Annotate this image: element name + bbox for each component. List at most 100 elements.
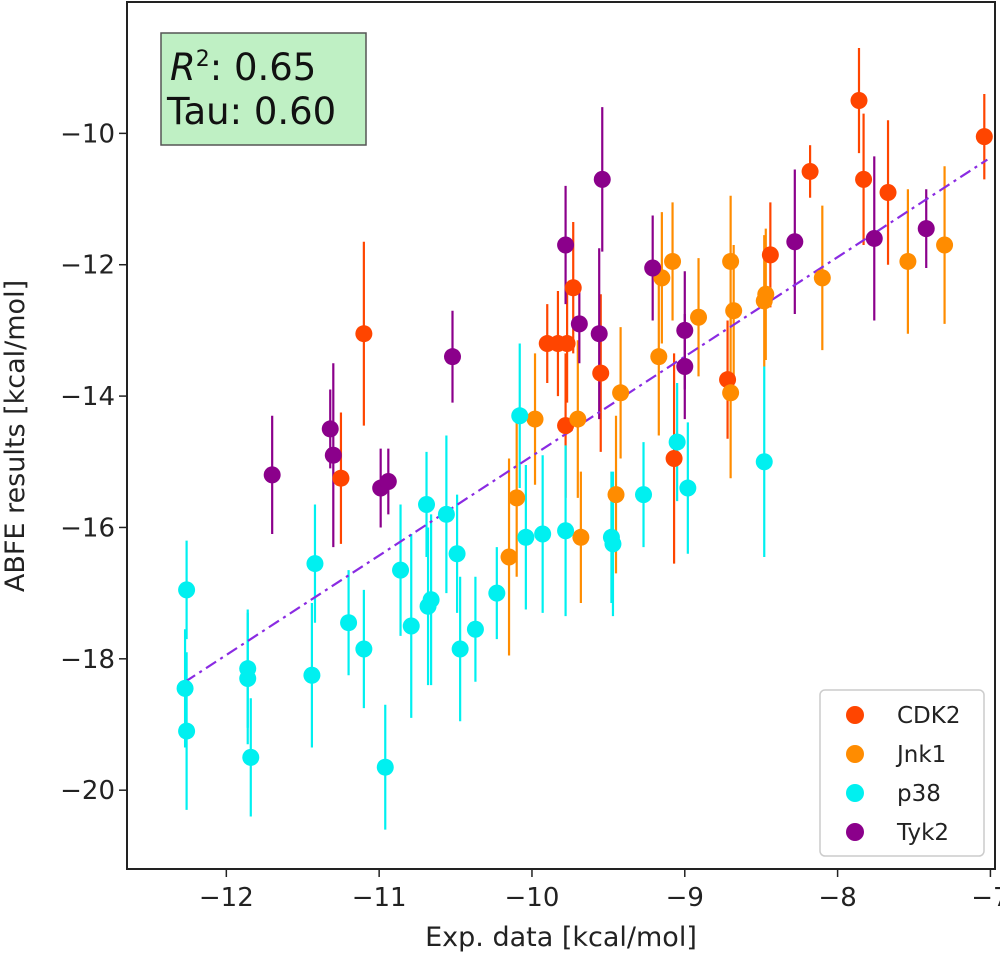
y-axis-label: ABFE results [kcal/mol] bbox=[0, 280, 31, 592]
tyk2-point bbox=[263, 466, 281, 484]
tyk2-point bbox=[557, 236, 575, 254]
cdk2-point bbox=[558, 335, 576, 353]
jnk1-point bbox=[690, 308, 708, 326]
p38-point bbox=[511, 407, 529, 425]
p38-point bbox=[466, 620, 484, 638]
p38-point bbox=[340, 614, 358, 632]
p38-point bbox=[392, 561, 410, 579]
x-tick-label: −7 bbox=[971, 883, 1000, 913]
jnk1-point bbox=[755, 292, 773, 310]
jnk1-point bbox=[725, 302, 743, 320]
r2-symbol: R bbox=[170, 46, 196, 89]
tyk2-point bbox=[590, 325, 608, 343]
fit-line-layer bbox=[184, 158, 988, 683]
legend-label-jnk1: Jnk1 bbox=[895, 742, 946, 768]
legend-label-cdk2: CDK2 bbox=[897, 703, 961, 729]
p38-point bbox=[242, 748, 260, 766]
stats-box-background bbox=[160, 32, 367, 146]
legend-label-p38: p38 bbox=[897, 781, 941, 807]
jnk1-point bbox=[607, 486, 625, 504]
cdk2-point bbox=[975, 128, 993, 146]
r2-annotation: R2: 0.65 bbox=[170, 46, 316, 89]
jnk1-point bbox=[569, 410, 587, 428]
p38-point bbox=[178, 722, 196, 740]
tyk2-point bbox=[444, 348, 461, 366]
cdk2-point bbox=[879, 183, 897, 201]
cdk2-point bbox=[850, 92, 868, 110]
tyk2-point bbox=[786, 233, 804, 251]
tyk2-point bbox=[570, 315, 588, 333]
p38-point bbox=[604, 535, 622, 553]
p38-point bbox=[402, 617, 420, 635]
tyk2-point bbox=[676, 321, 694, 339]
x-tick-label: −10 bbox=[505, 883, 560, 913]
cdk2-point bbox=[665, 449, 683, 467]
markers-layer bbox=[176, 92, 993, 776]
y-tick-label: −20 bbox=[60, 776, 115, 806]
p38-point bbox=[176, 679, 194, 697]
jnk1-point bbox=[612, 384, 630, 402]
x-tick-label: −11 bbox=[352, 883, 407, 913]
p38-point bbox=[488, 584, 506, 602]
plot-frame bbox=[126, 1, 996, 870]
p38-point bbox=[755, 453, 773, 471]
legend: CDK2 Jnk1 p38 Tyk2 bbox=[819, 689, 985, 857]
legend-marker-jnk1 bbox=[846, 745, 864, 763]
jnk1-point bbox=[650, 348, 668, 366]
cdk2-point bbox=[761, 246, 779, 264]
x-tick-label: −9 bbox=[666, 883, 704, 913]
tyk2-point bbox=[321, 420, 339, 438]
jnk1-point bbox=[936, 236, 954, 254]
p38-point bbox=[376, 758, 394, 776]
p38-point bbox=[534, 525, 552, 543]
tyk2-point bbox=[593, 170, 611, 188]
p38-point bbox=[419, 597, 437, 615]
jnk1-point bbox=[722, 252, 740, 270]
y-tick-label: −16 bbox=[60, 513, 115, 543]
p38-point bbox=[448, 545, 466, 563]
p38-point bbox=[437, 505, 455, 523]
cdk2-point bbox=[592, 364, 610, 382]
jnk1-point bbox=[500, 548, 518, 566]
cdk2-point bbox=[564, 279, 582, 297]
cdk2-point bbox=[332, 469, 350, 487]
y-axis-ticks: −10 −12 −14 −16 −18 −20 bbox=[60, 119, 127, 806]
legend-marker-tyk2 bbox=[846, 823, 864, 841]
y-tick-label: −12 bbox=[60, 251, 115, 281]
y-tick-label: −14 bbox=[60, 382, 115, 412]
jnk1-point bbox=[572, 528, 590, 546]
regression-fit-line bbox=[184, 158, 988, 683]
p38-point bbox=[303, 666, 321, 684]
p38-point bbox=[635, 486, 653, 504]
jnk1-point bbox=[722, 384, 740, 402]
p38-point bbox=[418, 495, 436, 513]
p38-point bbox=[239, 670, 257, 688]
cdk2-point bbox=[855, 170, 873, 188]
p38-point bbox=[679, 479, 697, 497]
legend-marker-cdk2 bbox=[846, 706, 864, 724]
jnk1-point bbox=[664, 252, 682, 270]
p38-point bbox=[355, 640, 373, 658]
x-tick-label: −8 bbox=[818, 883, 856, 913]
tyk2-point bbox=[324, 446, 342, 464]
p38-point bbox=[451, 640, 469, 658]
tau-annotation: Tau: 0.60 bbox=[166, 90, 336, 133]
stats-box: R2: 0.65 Tau: 0.60 bbox=[160, 32, 367, 146]
tyk2-point bbox=[917, 220, 935, 238]
x-axis-label: Exp. data [kcal/mol] bbox=[425, 922, 697, 953]
jnk1-point bbox=[526, 410, 544, 428]
r2-exponent: 2 bbox=[196, 47, 210, 72]
p38-point bbox=[178, 581, 196, 599]
p38-point bbox=[517, 528, 535, 546]
tyk2-point bbox=[676, 358, 694, 376]
x-tick-label: −12 bbox=[199, 883, 254, 913]
legend-frame bbox=[819, 689, 985, 857]
tyk2-point bbox=[379, 472, 397, 490]
jnk1-point bbox=[899, 252, 917, 270]
x-axis-ticks: −12 −11 −10 −9 −8 −7 bbox=[199, 869, 1000, 913]
tyk2-point bbox=[865, 229, 883, 247]
cdk2-point bbox=[801, 162, 819, 180]
legend-marker-p38 bbox=[846, 784, 864, 802]
cdk2-point bbox=[719, 371, 737, 389]
